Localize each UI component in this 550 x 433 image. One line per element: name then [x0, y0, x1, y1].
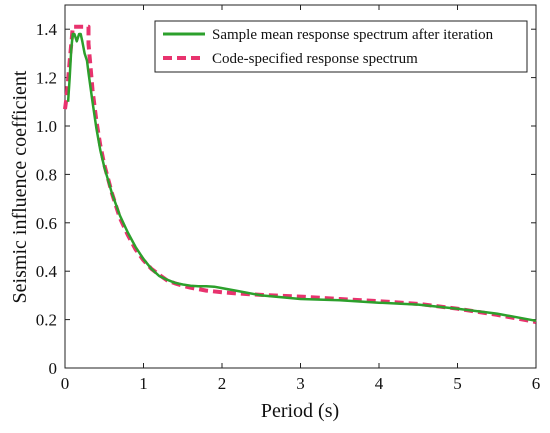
y-tick-label: 1.2 — [36, 69, 57, 88]
y-axis-label: Seismic influence coefficient — [9, 70, 31, 303]
x-tick-label: 6 — [532, 374, 541, 393]
x-tick-label: 0 — [61, 374, 70, 393]
y-tick-label: 0.4 — [36, 262, 58, 281]
x-tick-label: 3 — [296, 374, 305, 393]
legend-label-code: Code-specified response spectrum — [212, 51, 418, 67]
axes: 0 1 2 3 4 5 6 0 0.2 0.4 0.6 0.8 1.0 1.2 1.4 — [36, 4, 541, 393]
x-tick-label: 4 — [375, 374, 384, 393]
legend-box — [154, 20, 528, 73]
legend: Sample mean response spectrum after iter… — [154, 20, 528, 73]
y-tick-label: 0.2 — [36, 311, 57, 330]
legend-label-mean: Sample mean response spectrum after iter… — [212, 27, 494, 43]
y-tick-label: 0.6 — [36, 214, 57, 233]
y-tick-label: 0.8 — [36, 165, 57, 184]
y-tick-label: 1.4 — [36, 20, 58, 39]
y-tick-label: 1.0 — [36, 117, 57, 136]
series-line-sample-mean — [66, 32, 537, 323]
x-axis-label: Period (s) — [261, 400, 339, 422]
x-tick-label: 1 — [139, 374, 148, 393]
plot-series — [63, 24, 537, 324]
x-tick-label: 2 — [218, 374, 227, 393]
y-tick-label: 0 — [49, 359, 58, 378]
x-tick-label: 5 — [453, 374, 462, 393]
series-line-code-spectrum — [63, 24, 537, 324]
